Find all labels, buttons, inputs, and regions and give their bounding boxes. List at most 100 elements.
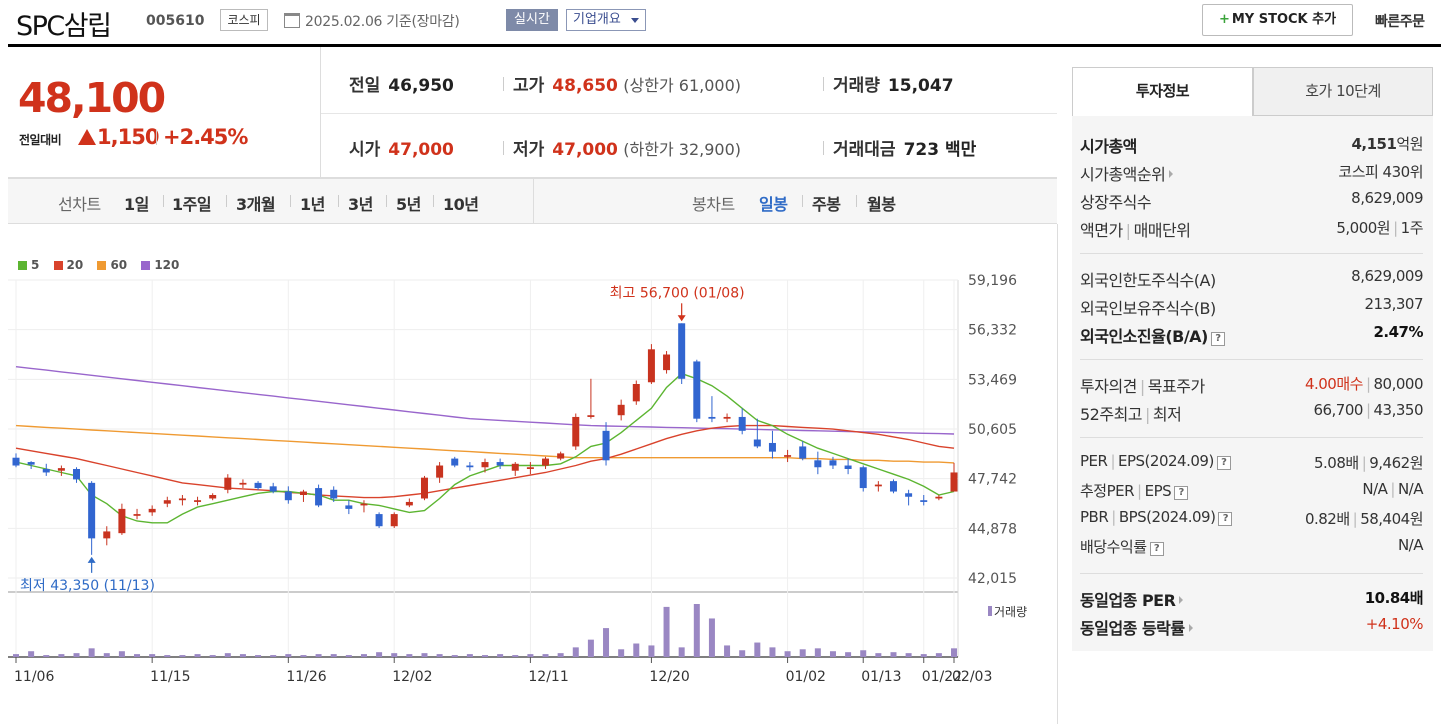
volume-bar xyxy=(784,651,791,657)
candle xyxy=(859,467,867,489)
volume-bar xyxy=(572,647,579,657)
period-3y[interactable]: 3년 xyxy=(348,195,373,214)
y-tick-label: 53,469 xyxy=(968,372,1017,388)
tab-invest-info[interactable]: 투자정보 xyxy=(1072,67,1253,116)
candle xyxy=(572,416,580,447)
period-1d[interactable]: 1일 xyxy=(124,195,149,214)
help-icon[interactable]: ? xyxy=(1174,486,1189,500)
volume-bar xyxy=(330,654,337,657)
my-stock-add-button[interactable]: + MY STOCK 추가 xyxy=(1202,4,1353,36)
volume-bar xyxy=(255,655,262,657)
candle xyxy=(315,488,323,506)
diff-value: 1,150 xyxy=(97,125,159,149)
divider xyxy=(338,195,339,207)
divider xyxy=(856,195,857,207)
info-tabs: 투자정보 호가 10단계 xyxy=(1072,67,1433,116)
legend-swatch xyxy=(141,261,151,270)
x-tick-label: 01/13 xyxy=(861,669,901,685)
company-info-dropdown[interactable]: 기업개요 xyxy=(566,9,646,31)
divider xyxy=(823,77,824,91)
period-3m[interactable]: 3개월 xyxy=(236,195,276,214)
sector-change-value: +4.10% xyxy=(1365,615,1424,633)
eps-value: 9,462원 xyxy=(1369,454,1423,472)
trade-amount-value: 723 백만 xyxy=(903,140,977,160)
est-per-row: 추정PER | EPS? N/A | N/A xyxy=(1080,480,1424,508)
period-1w[interactable]: 1주일 xyxy=(172,195,212,214)
volume-bar xyxy=(860,650,867,657)
week52-high-value: 66,700 xyxy=(1313,401,1363,419)
divider: | xyxy=(1139,377,1145,396)
open-label: 시가 xyxy=(349,140,381,160)
candle xyxy=(12,457,20,466)
low-value: 47,000 xyxy=(552,140,618,160)
help-icon[interactable]: ? xyxy=(1216,456,1231,470)
candle xyxy=(889,481,897,492)
week52-row: 52주최고 | 최저 66,700 | 43,350 xyxy=(1080,401,1423,429)
y-tick-label: 50,605 xyxy=(968,422,1017,438)
candle xyxy=(254,482,262,489)
foreign-limit-row: 외국인한도주식수(A) 8,629,009 xyxy=(1080,267,1423,295)
cap-rank-label: 시가총액순위 xyxy=(1080,165,1166,184)
candle-weekly[interactable]: 주봉 xyxy=(812,195,841,214)
quick-order-link[interactable]: 빠른주문 xyxy=(1375,14,1425,30)
candle xyxy=(542,458,550,466)
section-divider xyxy=(1080,359,1423,360)
per-row: PER | EPS(2024.09)? 5.08배 | 9,462원 xyxy=(1080,452,1423,480)
sector-per-row[interactable]: 동일업종 PER 10.84배 xyxy=(1080,587,1424,615)
candle xyxy=(375,514,383,527)
candle xyxy=(420,477,428,499)
market-cap-rank-row[interactable]: 시가총액순위 코스피 430위 xyxy=(1080,161,1423,189)
volume-bar xyxy=(103,653,110,657)
candle xyxy=(511,463,519,471)
help-icon[interactable]: ? xyxy=(1218,512,1233,526)
pbr-value: 0.82배 xyxy=(1304,510,1350,528)
pbr-row: PBR | BPS(2024.09)? 0.82배 | 58,404원 xyxy=(1080,508,1423,536)
volume-bar xyxy=(497,654,504,657)
plus-icon: + xyxy=(1218,12,1230,27)
stock-chart[interactable]: 5 20 60 120 59,196 56,332 53,469 50,605 47,7… xyxy=(8,224,1058,724)
pbr-labels: PBR | BPS(2024.09)? xyxy=(1080,508,1233,526)
candle xyxy=(678,323,686,379)
tab-order-book[interactable]: 호가 10단계 xyxy=(1253,67,1433,116)
ma-line-ma60 xyxy=(15,424,955,464)
volume-bar xyxy=(603,628,610,657)
candle-daily[interactable]: 일봉 xyxy=(759,195,788,214)
divider xyxy=(533,179,534,223)
chart-canvas[interactable]: 59,196 56,332 53,469 50,605 47,742 44,878 42,0… xyxy=(8,224,1058,724)
market-cap-unit: 억원 xyxy=(1396,135,1423,153)
x-tick-label: 12/20 xyxy=(649,669,689,685)
prev-close-value: 46,950 xyxy=(388,76,454,96)
candle-monthly[interactable]: 월봉 xyxy=(867,195,896,214)
volume-bar xyxy=(209,655,216,657)
period-1y[interactable]: 1년 xyxy=(300,195,325,214)
prev-close: 전일 46,950 xyxy=(349,71,454,96)
volume-bar xyxy=(587,639,594,657)
market-badge: 코스피 xyxy=(220,9,268,31)
realtime-button[interactable]: 실시간 xyxy=(506,9,558,31)
volume-bar xyxy=(406,654,413,657)
week52-labels: 52주최고 | 최저 xyxy=(1080,401,1182,425)
candle xyxy=(663,354,671,371)
ma-line-ma120 xyxy=(15,366,955,435)
help-icon[interactable]: ? xyxy=(1149,542,1164,556)
sector-change-row[interactable]: 동일업종 등락률 +4.10% xyxy=(1080,615,1424,643)
chart-legend: 5 20 60 120 xyxy=(18,258,189,272)
trade-unit-label: 매매단위 xyxy=(1133,221,1191,240)
per-label: PER xyxy=(1080,452,1108,470)
help-icon[interactable]: ? xyxy=(1210,332,1225,346)
lower-limit: (하한가 32,900) xyxy=(623,140,742,159)
par-trade-labels: 액면가 | 매매단위 xyxy=(1080,217,1191,241)
market-cap-label: 시가총액 xyxy=(1080,137,1137,156)
candle xyxy=(738,416,746,431)
period-10y[interactable]: 10년 xyxy=(443,195,479,214)
volume-bar xyxy=(194,654,201,657)
chart-period-bar: 선차트 1일 1주일 3개월 1년 3년 5년 10년 봉차트 일봉 주봉 월봉 xyxy=(8,178,1057,224)
candle xyxy=(481,462,489,468)
volume-bar xyxy=(527,654,534,657)
period-5y[interactable]: 5년 xyxy=(396,195,421,214)
candle xyxy=(360,503,368,506)
volume-bar xyxy=(224,653,231,657)
stock-code: 005610 xyxy=(146,13,205,29)
volume-bar xyxy=(134,654,141,657)
ma-line-ma5 xyxy=(15,372,955,524)
